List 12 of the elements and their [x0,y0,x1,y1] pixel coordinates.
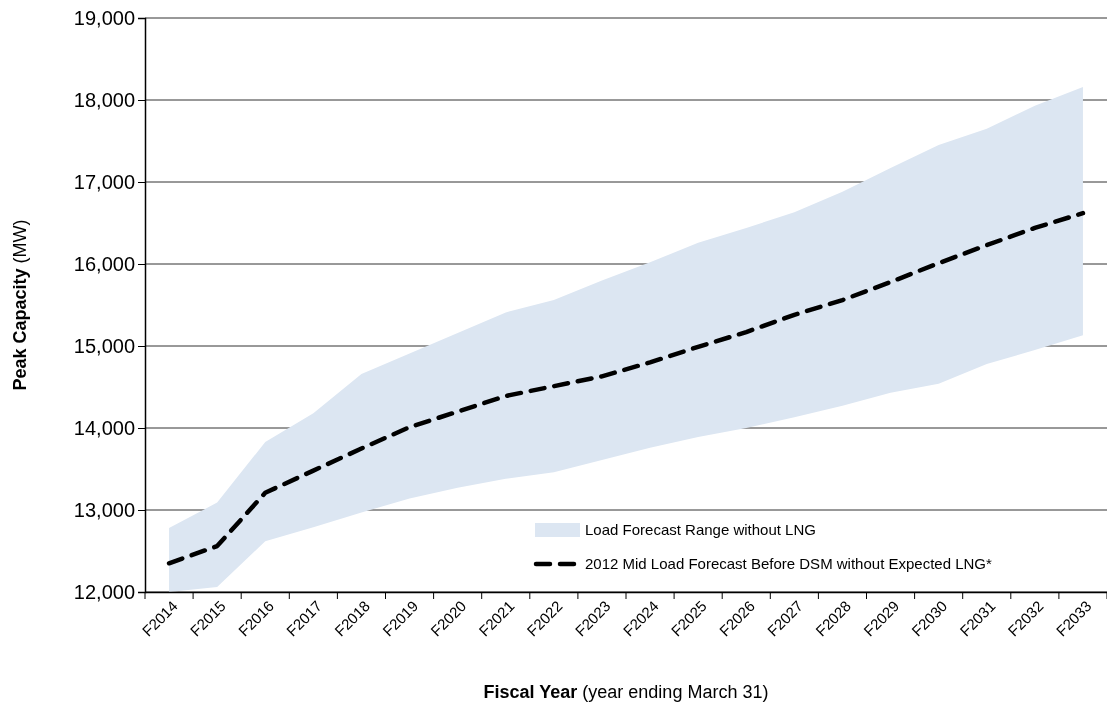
y-tick-label: 19,000 [73,6,135,29]
x-axis-title: Fiscal Year (year ending March 31) [483,682,769,702]
y-axis-title: Peak Capacity (MW) [10,219,30,391]
y-tick-label: 14,000 [73,416,135,439]
y-tick-label: 18,000 [73,88,135,111]
annotation: Load Forecast Range without LNG [585,521,816,539]
y-tick-label: 16,000 [73,252,135,275]
y-tick-label: 15,000 [73,334,135,357]
y-tick-label: 17,000 [73,170,135,193]
legend-label: 2012 Mid Load Forecast Before DSM without Expected LNG* [585,555,993,573]
y-tick-label: 12,000 [73,580,135,603]
y-tick-label: 13,000 [73,498,135,521]
